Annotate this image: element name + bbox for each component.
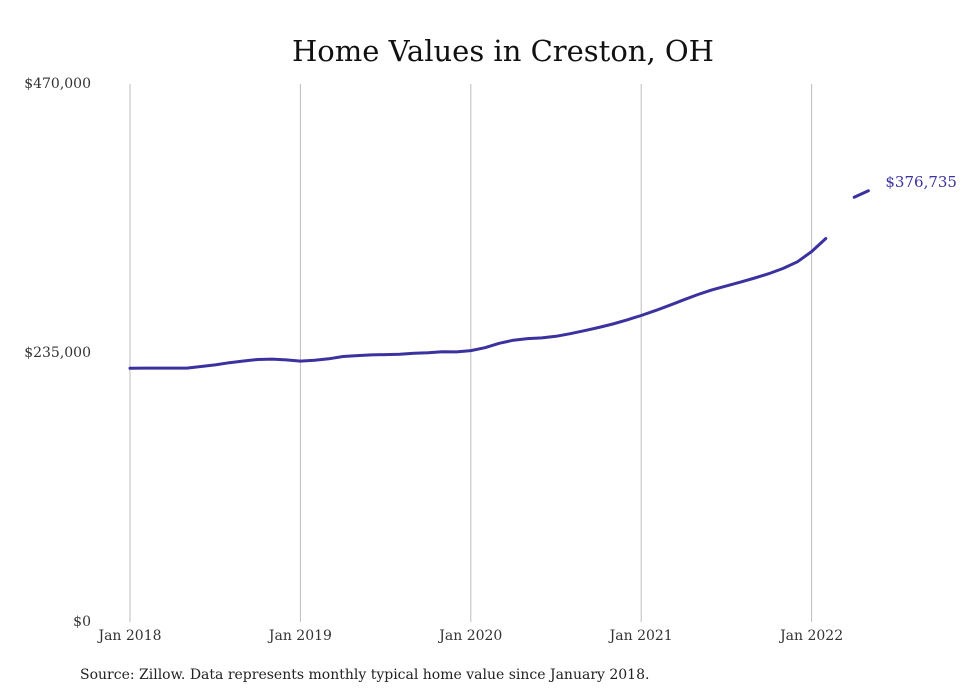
x-tick-label: Jan 2022	[778, 628, 843, 644]
x-tick-label: Jan 2019	[267, 628, 332, 644]
series-lines	[128, 189, 870, 370]
chart-title: Home Values in Creston, OH	[292, 34, 714, 68]
series-line-1	[852, 189, 870, 199]
x-axis-ticks: Jan 2018 Jan 2019 Jan 2020 Jan 2021 Jan 2022	[96, 628, 843, 644]
y-tick-label: $235,000	[24, 345, 91, 361]
series-line-0	[128, 237, 828, 370]
x-tick-label: Jan 2018	[96, 628, 161, 644]
value-label: $376,735	[885, 173, 957, 191]
annotations: $376,735	[885, 173, 957, 191]
x-tick-label: Jan 2020	[437, 628, 502, 644]
gridlines	[129, 84, 813, 622]
y-tick-label: $470,000	[24, 76, 91, 92]
x-tick-label: Jan 2021	[608, 628, 673, 644]
y-tick-label: $0	[73, 614, 91, 630]
source-note: Source: Zillow. Data represents monthly …	[80, 667, 650, 683]
y-axis-ticks: $0 $235,000 $470,000	[24, 76, 91, 630]
